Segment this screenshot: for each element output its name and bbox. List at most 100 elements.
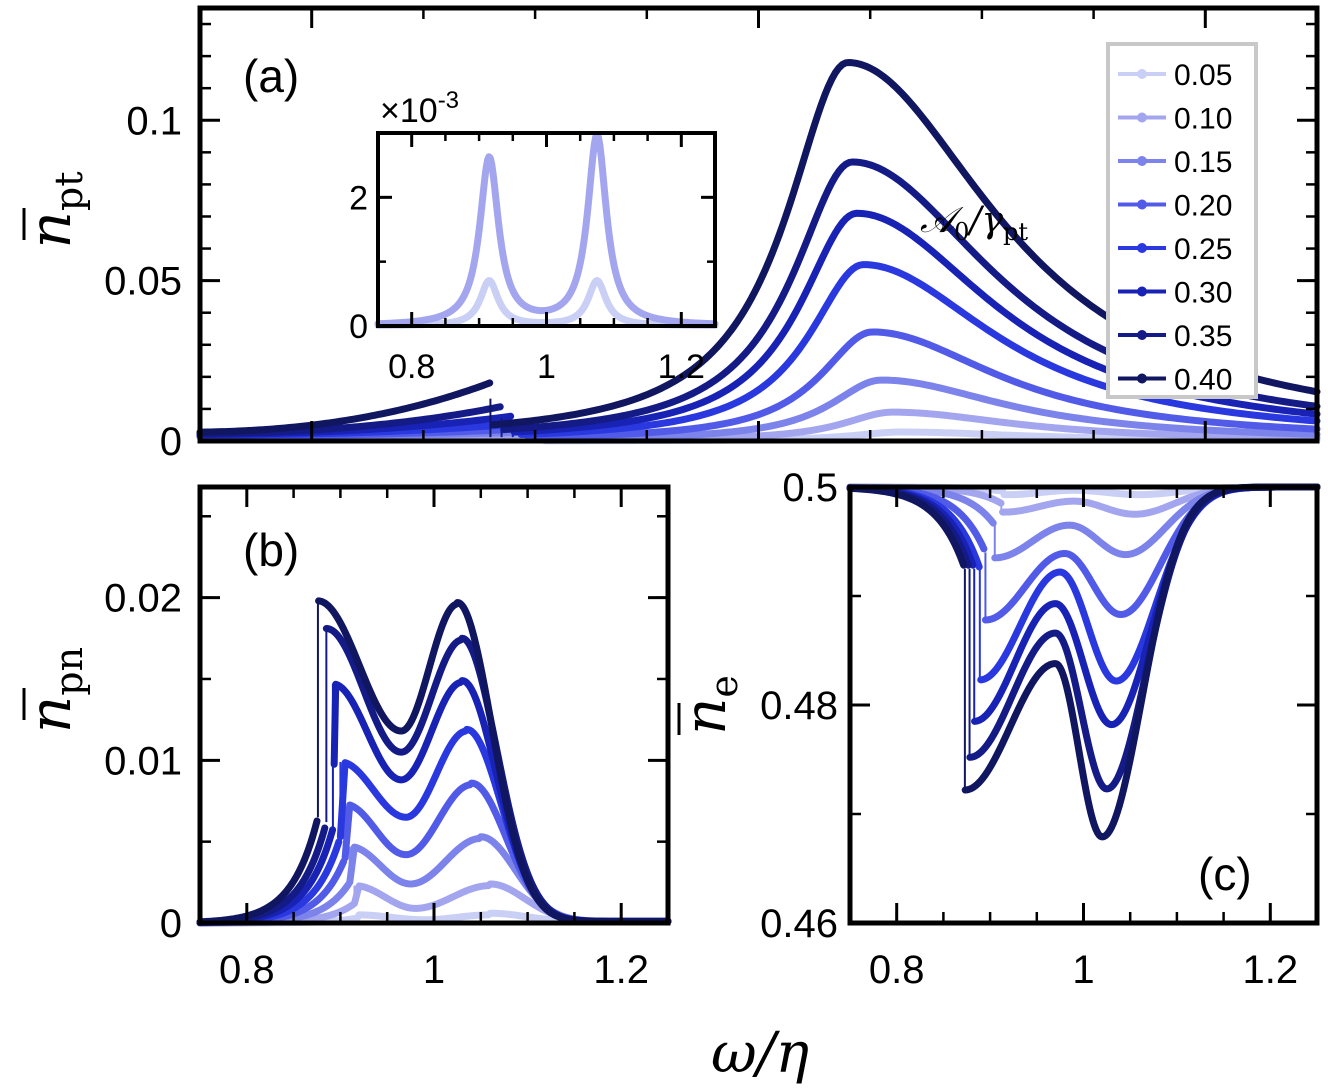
panel-b-series-0.40-point <box>325 602 331 609</box>
panel-a-series-0.35-point <box>665 401 671 407</box>
panel-a-series-0.35-point <box>490 405 496 411</box>
panel-a-series-0.25-point <box>888 266 894 273</box>
inset-series-0.05-point <box>493 290 499 296</box>
panel-a-series-0.40-point <box>693 364 699 370</box>
panel-b-series-0.35-point <box>340 641 347 647</box>
panel-a-series-0.35-point <box>860 160 866 166</box>
inset-series-0.10-point <box>602 198 608 204</box>
panel-c-series-0.20-point <box>1155 566 1161 572</box>
panel-b-series-0.40-point <box>328 606 334 612</box>
panel-a-series-0.20-point <box>748 414 755 420</box>
panel-a-series-0.20-point <box>1174 415 1180 422</box>
panel-b-series-0.25-point <box>434 769 440 776</box>
panel-a-series-0.20-point <box>1084 400 1090 406</box>
panel-c-series-0.35-point <box>1062 642 1068 649</box>
panel-a-series-0.25-point <box>602 427 608 433</box>
panel-a-series-0.30-point <box>1000 308 1006 314</box>
panel-b-series-0.25-point <box>328 860 334 866</box>
panel-c-series-0.40-point <box>996 747 1003 753</box>
panel-a-series-0.20-point <box>888 330 894 337</box>
panel-a-series-0.35-point <box>902 182 908 188</box>
panel-c-series-0.30-point <box>1121 710 1127 716</box>
panel-a-series-0.25-point <box>769 376 776 382</box>
panel-a-series-0.25-point <box>804 334 810 340</box>
panel-b-series-0.35-point <box>369 707 375 713</box>
panel-a-series-0.40-point <box>511 420 517 426</box>
panel-c-series-0.20-point <box>1140 594 1146 600</box>
x-axis-label: ω/η <box>711 1021 809 1086</box>
panel-a-series-0.40-point <box>755 281 762 288</box>
panel-b: 0.8 1 1.2 0 0.01 0.02 (b) npn <box>16 484 672 992</box>
panel-a-series-0.40-point <box>330 419 336 426</box>
panel-a-series-0.40-point <box>958 165 964 172</box>
panel-a-series-0.40-point <box>811 122 817 129</box>
inset-series-0.10-point <box>504 272 510 278</box>
panel-a-series-0.30-point <box>930 249 936 255</box>
panel-a-series-0.25-point <box>441 426 447 432</box>
panel-b-series-0.40-point <box>462 607 468 614</box>
panel-c-series-0.30-point <box>1140 658 1146 665</box>
panel-a-series-0.30-point <box>958 273 964 279</box>
panel-b-series-0.35-point <box>337 636 343 642</box>
panel-a-series-0.15-point <box>1077 415 1083 421</box>
panel-c-series-0.40-point <box>1174 543 1180 549</box>
panel-b-series-0.20-point <box>443 804 450 810</box>
legend-entry-0.10: 0.10 <box>1118 103 1232 136</box>
panel-a-series-0.40-point <box>267 426 273 432</box>
panel-a-series-0.05-point <box>923 429 929 435</box>
panel-b-curves <box>196 597 672 927</box>
panel-a-series-0.05-point <box>1007 432 1013 438</box>
panel-c-series-0.20-point <box>965 519 971 526</box>
panel-a-series-0.15-point <box>1174 425 1180 431</box>
panel-a-series-0.30-point <box>902 227 908 234</box>
panel-b-series-0.15-point <box>334 895 340 901</box>
panel-b-series-0.40-point <box>418 691 425 698</box>
panel-a-series-0.20-point <box>986 368 992 374</box>
panel-c-series-0.30-point <box>1071 631 1077 637</box>
panel-a-series-0.30-point <box>1049 341 1055 347</box>
panel-a-series-0.05-point <box>832 434 838 440</box>
panel-a-series-0.35-point <box>686 392 692 398</box>
panel-a-series-0.20-point <box>1307 426 1313 432</box>
panel-a-series-0.20-point <box>930 343 936 349</box>
panel-a-series-0.40-point <box>609 403 615 409</box>
panel-a-series-0.40-point <box>1007 227 1013 234</box>
panel-a-series-0.35-point <box>895 177 901 183</box>
panel-a-series-0.25-point <box>902 272 908 279</box>
panel-c-series-0.40-point <box>1105 830 1112 836</box>
panel-a-series-0.30-point <box>630 418 636 424</box>
panel-a-series-0.35-point <box>720 371 727 377</box>
panel-b-series-0.35-point <box>287 894 294 900</box>
panel-a-series-0.35-point <box>1091 342 1097 348</box>
panel-a-series-0.30-point <box>1251 403 1257 409</box>
panel-b-series-0.30-point <box>372 745 378 751</box>
panel-b-series-0.40-point <box>468 624 475 631</box>
panel-a-series-0.40-point <box>1265 378 1271 385</box>
panel-c-series-0.15-point <box>1164 522 1171 529</box>
panel-a-series-0.20-point <box>1279 424 1285 430</box>
panel-c-series-0.40-point <box>1102 833 1108 839</box>
panel-c-series-0.40-point <box>1062 677 1068 683</box>
panel-a-series-0.15-point <box>1097 418 1104 424</box>
panel-a-series-0.35-point <box>993 271 999 277</box>
inset-series-0.10-point <box>580 245 586 251</box>
panel-a-series-0.40-point <box>295 424 301 430</box>
panel-c-series-0.30-point <box>1130 688 1136 694</box>
panel-c-series-0.40-point <box>1140 692 1146 698</box>
panel-a-series-0.30-point <box>776 336 783 342</box>
panel-a-series-0.30-point <box>714 393 720 399</box>
panel-b-label: (b) <box>243 524 299 576</box>
panel-a-series-0.20-point <box>1167 415 1173 421</box>
panel-b-series-0.40-point <box>337 620 343 626</box>
panel-c-series-0.40-point <box>1127 756 1133 763</box>
panel-a-series-0.40-point <box>867 65 873 71</box>
panel-a-series-0.20-point <box>853 335 859 342</box>
panel-c-series-0.30-point <box>1024 632 1031 638</box>
panel-a-series-0.35-point <box>986 265 992 271</box>
panel-b-series-0.30-point <box>384 767 390 773</box>
legend-label: 0.35 <box>1174 320 1232 353</box>
panel-b-series-0.40-point <box>409 716 415 723</box>
panel-c-series-0.35-point <box>1006 701 1012 707</box>
panel-b-series-0.35-point <box>384 739 390 745</box>
